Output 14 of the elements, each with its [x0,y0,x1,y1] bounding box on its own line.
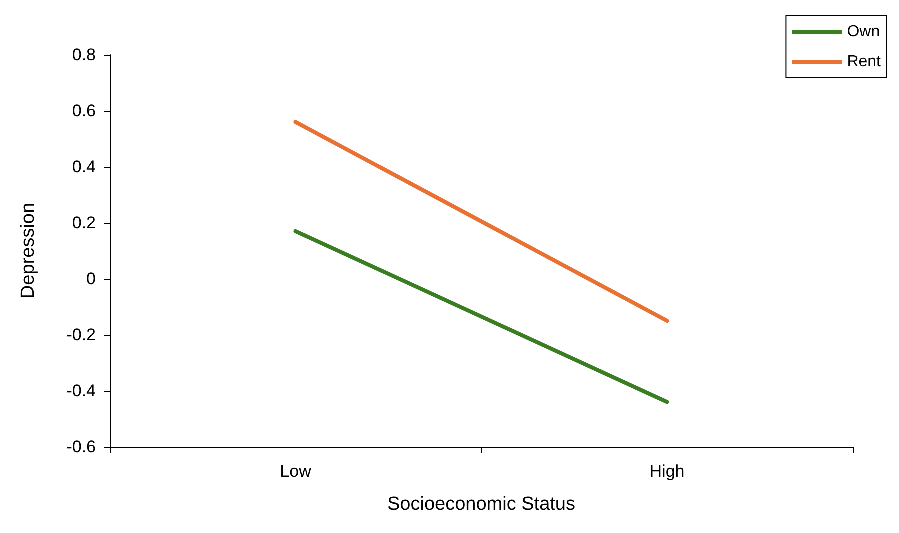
legend-label: Rent [847,54,882,70]
x-tick-label: High [650,462,685,481]
x-tick-label: Low [280,462,312,481]
y-tick-label: 0.4 [72,158,96,176]
y-tick-label: -0.2 [66,326,96,344]
legend-label: Own [847,24,880,40]
y-tick-label: 0.8 [72,46,96,64]
y-tick-label: -0.4 [66,382,96,400]
y-tick-label: 0 [86,270,96,288]
y-axis-title: Depression [18,202,39,300]
y-tick-label: -0.6 [66,438,96,456]
x-axis-title: Socioeconomic Status [388,494,576,515]
y-tick-label: 0.6 [72,102,96,120]
y-tick-label: 0.2 [72,214,96,232]
